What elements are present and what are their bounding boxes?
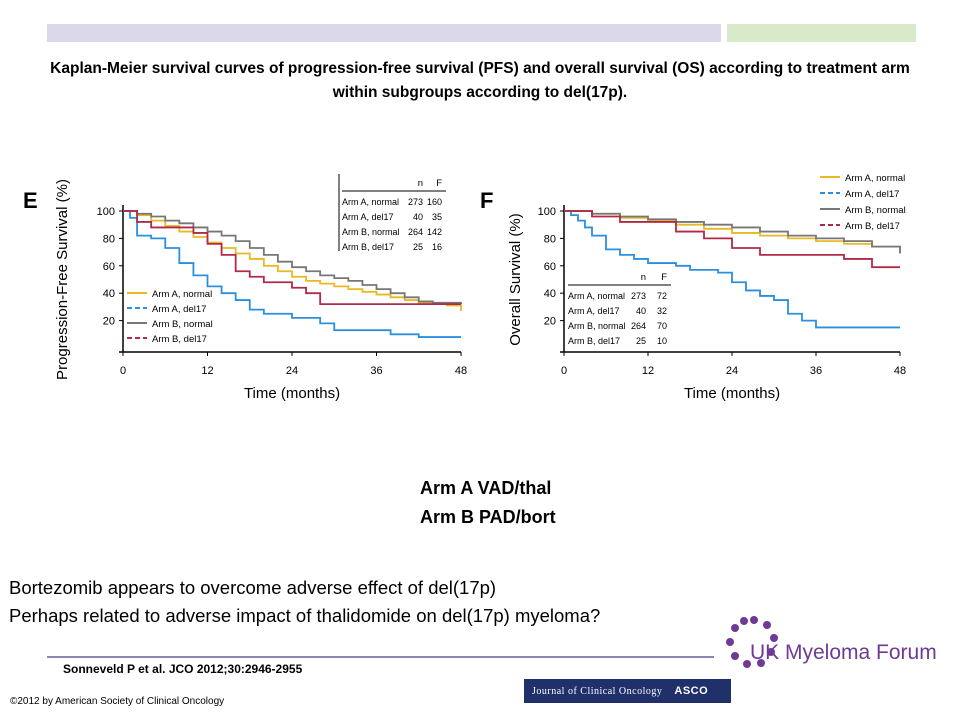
table-row-label-0: Arm A, normal [568, 291, 625, 301]
table-f-1: 32 [657, 306, 667, 316]
series-line-3 [564, 210, 900, 269]
table-n-1: 40 [636, 306, 646, 316]
series-line-0 [123, 210, 462, 312]
header-bar-green [727, 24, 916, 42]
logo-text: UK Myeloma Forum [750, 641, 937, 664]
citation: Sonneveld P et al. JCO 2012;30:2946-2955 [63, 662, 303, 676]
x-tick-label: 12 [642, 365, 654, 377]
x-tick-label: 0 [561, 365, 567, 377]
os-chart: F 20 40 60 80 100 0 12 24 36 48 Time (months) Overal… [480, 173, 906, 402]
y-tick-label: 100 [97, 206, 115, 218]
legend-label-3: Arm B, del17 [152, 334, 207, 345]
table-row-label-0: Arm A, normal [342, 197, 399, 207]
legend-label-1: Arm A, del17 [152, 304, 206, 315]
x-tick-label: 24 [726, 365, 738, 377]
series-line-1 [564, 210, 900, 329]
table-row-label-2: Arm B, normal [342, 227, 400, 237]
arm-a-label: Arm A VAD/thal [420, 478, 552, 498]
y-tick-label: 40 [103, 288, 115, 300]
uk-myeloma-forum-logo: UK Myeloma Forum [726, 616, 937, 668]
table-row-label-3: Arm B, del17 [568, 336, 620, 346]
table-n-3: 25 [413, 242, 423, 252]
table-row-label-3: Arm B, del17 [342, 242, 394, 252]
table-header-n: n [418, 178, 423, 189]
table-n-0: 273 [631, 291, 646, 301]
asco-mark: ASCO [674, 685, 709, 697]
table-f-0: 160 [427, 197, 442, 207]
table-header-f: F [661, 272, 667, 283]
arm-legend: Arm A VAD/thal Arm B PAD/bort [420, 474, 620, 532]
table-header-n: n [641, 272, 646, 283]
y-axis-label: Progression-Free Survival (%) [54, 179, 71, 380]
table-f-2: 70 [657, 321, 667, 331]
table-row-label-2: Arm B, normal [568, 321, 626, 331]
legend-label-2: Arm B, normal [152, 319, 213, 330]
table-row-label-1: Arm A, del17 [342, 212, 394, 222]
journal-logo-text: Journal of Clinical Oncology [532, 685, 663, 697]
footer-divider [47, 656, 714, 658]
conclusion-text: Bortezomib appears to overcome adverse e… [9, 574, 749, 630]
table-n-2: 264 [631, 321, 646, 331]
copyright: ©2012 by American Society of Clinical On… [10, 696, 225, 707]
x-tick-label: 36 [370, 365, 382, 377]
x-tick-label: 12 [201, 365, 213, 377]
table-n-2: 264 [408, 227, 423, 237]
table-f-2: 142 [427, 227, 442, 237]
journal-logo: Journal of Clinical Oncology ASCO [524, 679, 731, 703]
y-tick-label: 20 [544, 316, 556, 328]
panel-letter: F [480, 188, 493, 213]
x-tick-label: 0 [120, 365, 126, 377]
y-tick-label: 20 [103, 316, 115, 328]
slide-title: Kaplan-Meier survival curves of progress… [50, 60, 910, 101]
y-tick-label: 60 [544, 261, 556, 273]
panel-letter: E [23, 188, 38, 213]
table-n-1: 40 [413, 212, 423, 222]
x-tick-label: 24 [286, 365, 298, 377]
table-f-3: 10 [657, 336, 667, 346]
legend-label-1: Arm A, del17 [845, 189, 899, 200]
series-line-2 [123, 210, 462, 305]
x-tick-label: 48 [455, 365, 467, 377]
legend-label-0: Arm A, normal [845, 173, 905, 184]
header-bar-purple [47, 24, 721, 42]
y-tick-label: 80 [544, 233, 556, 245]
arm-b-label: Arm B PAD/bort [420, 507, 556, 527]
y-tick-label: 40 [544, 288, 556, 300]
pfs-chart: E 20 40 60 80 100 0 12 24 36 48 Time (months) Progre… [23, 174, 467, 402]
x-axis-label: Time (months) [244, 385, 340, 402]
table-row-label-1: Arm A, del17 [568, 306, 620, 316]
legend-label-0: Arm A, normal [152, 289, 212, 300]
series-line-3 [123, 210, 461, 306]
table-header-f: F [436, 178, 442, 189]
x-axis-label: Time (months) [684, 385, 780, 402]
x-tick-label: 48 [894, 365, 906, 377]
y-tick-label: 100 [538, 206, 556, 218]
legend-label-3: Arm B, del17 [845, 221, 900, 232]
table-f-1: 35 [432, 212, 442, 222]
conclusion-line-1: Bortezomib appears to overcome adverse e… [9, 577, 497, 598]
conclusion-line-2: Perhaps related to adverse impact of tha… [9, 605, 601, 626]
table-f-0: 72 [657, 291, 667, 301]
y-tick-label: 60 [103, 261, 115, 273]
table-n-3: 25 [636, 336, 646, 346]
x-tick-label: 36 [810, 365, 822, 377]
series-line-1 [123, 210, 461, 338]
y-tick-label: 80 [103, 233, 115, 245]
legend-label-2: Arm B, normal [845, 205, 906, 216]
y-axis-label: Overall Survival (%) [507, 213, 524, 346]
table-n-0: 273 [408, 197, 423, 207]
table-f-3: 16 [432, 242, 442, 252]
logo-dots-icon [726, 616, 778, 668]
